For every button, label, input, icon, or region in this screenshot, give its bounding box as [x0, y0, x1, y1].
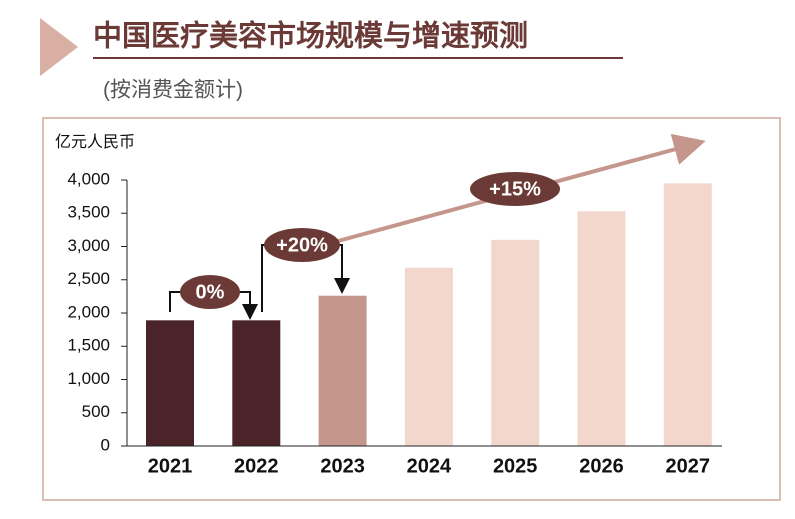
annotation-bubble	[180, 275, 240, 309]
y-tick-label: 3,000	[67, 236, 110, 255]
x-tick-label: 2027	[666, 455, 711, 477]
bar	[318, 295, 367, 446]
bar	[404, 267, 453, 446]
y-tick-label: 2,000	[67, 302, 110, 321]
bar	[146, 320, 194, 446]
y-tick-label: 0	[101, 435, 110, 454]
annotation: +20%	[276, 234, 328, 256]
x-tick-label: 2022	[234, 455, 279, 477]
title-marker	[40, 18, 78, 76]
y-axis-label: 亿元人民币	[55, 133, 135, 151]
y-tick-label: 1,500	[67, 336, 110, 355]
x-tick-label: 2025	[493, 455, 538, 477]
y-tick-label: 1,000	[67, 369, 110, 388]
bar	[577, 211, 626, 446]
chart-title: 中国医疗美容市场规模与增速预测	[93, 19, 528, 53]
x-tick-label: 2024	[407, 455, 452, 477]
x-tick-label: 2026	[579, 455, 624, 477]
y-tick-label: 500	[82, 402, 110, 421]
y-tick-label: 3,500	[67, 203, 110, 222]
y-tick-label: 2,500	[67, 269, 110, 288]
annotation-bubble	[470, 172, 560, 206]
bar	[232, 320, 281, 446]
bar	[663, 183, 712, 446]
annotation: +15%	[489, 178, 541, 200]
chart-subtitle: (按消费金额计)	[103, 79, 243, 102]
annotation-bubble	[264, 228, 340, 262]
x-tick-label: 2023	[320, 455, 365, 477]
bar	[491, 239, 540, 446]
y-tick-label: 4,000	[67, 169, 110, 188]
panel	[42, 117, 781, 501]
annotation: 0%	[196, 281, 225, 303]
x-tick-label: 2021	[148, 455, 193, 477]
